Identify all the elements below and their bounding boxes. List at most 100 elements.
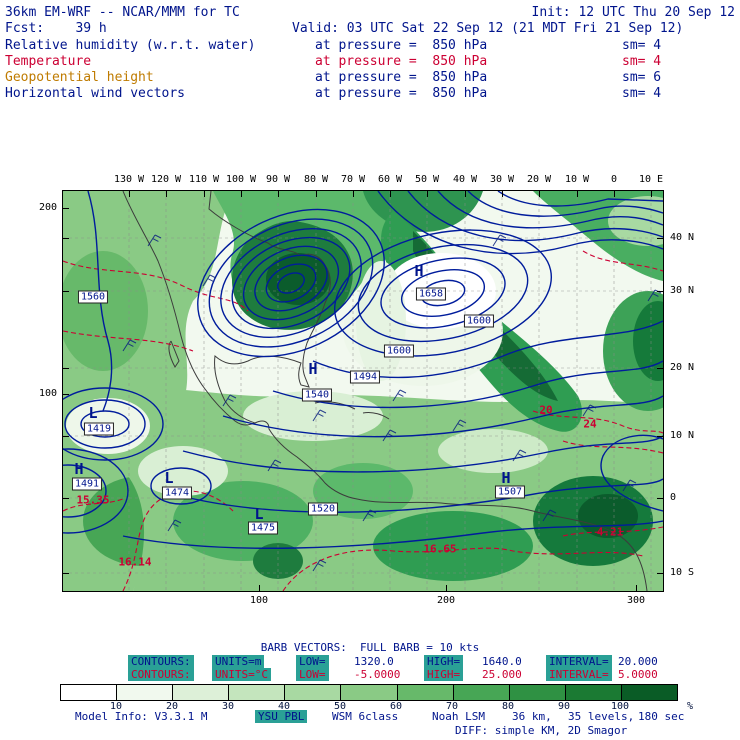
legend-item: 20.000 <box>618 655 658 668</box>
lon-tick-label: 100 W <box>225 174 257 185</box>
field-label: Relative humidity (w.r.t. water) <box>5 38 256 53</box>
map-label: L <box>88 404 98 422</box>
model-info-item: 35 levels, <box>568 710 635 723</box>
map-label: 4.21 <box>596 525 624 539</box>
lon-tick-label: 110 W <box>188 174 220 185</box>
tick-mark <box>278 191 279 197</box>
grid-x-label: 300 <box>626 595 646 606</box>
colorbar-tick-label: 50 <box>333 701 347 712</box>
tick-mark <box>657 436 663 437</box>
map-label-layer: H 1658 1600 1600 1494 H 1540 1560 L 1419 H 1491 15.3… <box>63 191 663 591</box>
legend-item: 1320.0 <box>354 655 394 668</box>
legend-item: 1640.0 <box>482 655 522 668</box>
lon-tick-label: 90 W <box>265 174 291 185</box>
map-label: 1560 <box>77 290 109 304</box>
map-label: 1600 <box>463 314 495 328</box>
tick-mark <box>63 436 69 437</box>
model-version: Model Info: V3.3.1 M <box>75 710 208 723</box>
field-pressure: at pressure = 850 hPa <box>315 38 488 53</box>
grid-x-label: 100 <box>249 595 269 606</box>
tick-mark <box>614 191 615 197</box>
page-title: 36km EM-WRF -- NCAR/MMM for TC <box>5 5 240 20</box>
lon-tick-label: 30 W <box>489 174 515 185</box>
tick-mark <box>166 191 167 197</box>
lon-tick-label: 70 W <box>340 174 366 185</box>
field-label: Horizontal wind vectors <box>5 86 186 101</box>
tick-mark <box>657 573 663 574</box>
map-label: 1658 <box>415 287 447 301</box>
tick-mark <box>577 191 578 197</box>
field-label: Geopotential height <box>5 70 154 85</box>
grid-y-label: 200 <box>38 202 57 213</box>
tick-mark <box>316 191 317 197</box>
map-label: H <box>308 360 318 378</box>
lat-tick-label: 40 N <box>670 232 695 243</box>
tick-mark <box>390 191 391 197</box>
map-label: 1474 <box>161 486 193 500</box>
colorbar-cell <box>565 685 622 700</box>
legend-item: -5.0000 <box>354 668 401 681</box>
map-label: 20 <box>539 403 553 417</box>
field-pressure: at pressure = 850 hPa <box>315 70 488 85</box>
lon-tick-label: 0 <box>610 174 618 185</box>
legend-item: CONTOURS: <box>128 668 194 681</box>
tick-mark <box>657 498 663 499</box>
field-pressure: at pressure = 850 hPa <box>315 54 488 69</box>
legend-item: HIGH= <box>424 655 464 668</box>
colorbar-cell <box>341 685 398 700</box>
field-pressure: at pressure = 850 hPa <box>315 86 488 101</box>
legend-item: HIGH= <box>424 668 464 681</box>
lon-tick-label: 80 W <box>303 174 329 185</box>
lon-tick-label: 130 W <box>113 174 145 185</box>
colorbar-cell <box>229 685 286 700</box>
map-label: 16.65 <box>423 542 457 556</box>
legend-item: CONTOURS: <box>128 655 194 668</box>
map-label: 1520 <box>307 502 339 516</box>
model-info-item: WSM 6class <box>332 710 399 723</box>
diffusion-info: DIFF: simple KM, 2D Smagor <box>455 724 628 737</box>
lat-tick-label: 10 S <box>670 567 695 578</box>
colorbar-tick-label: 100 <box>610 701 630 712</box>
map-label: H <box>414 262 424 280</box>
contour-legend-row: CONTOURS: UNITS=°C LOW= -5.0000 HIGH= 25.000 I… <box>0 668 740 681</box>
model-info-items: YSU PBL WSM 6class Noah LSM 36 km, 35 levels… <box>0 710 740 723</box>
colorbar-labels: 10 20 30 40 50 60 70 80 90 100% <box>60 701 720 713</box>
tick-mark <box>129 191 130 197</box>
legend-item: INTERVAL= <box>546 655 612 668</box>
colorbar-cell <box>509 685 566 700</box>
colorbar-cell <box>173 685 230 700</box>
field-smoothing: sm= 4 <box>622 86 662 101</box>
colorbar-cell <box>453 685 510 700</box>
lon-tick-label: 50 W <box>414 174 440 185</box>
map-label: 1600 <box>383 344 415 358</box>
tick-mark <box>657 291 663 292</box>
tick-mark <box>636 585 637 591</box>
colorbar-cell <box>285 685 342 700</box>
colorbar-cell <box>621 685 678 700</box>
legend-item: LOW= <box>296 655 329 668</box>
tick-mark <box>63 573 69 574</box>
tick-mark <box>657 238 663 239</box>
field-label: Temperature <box>5 54 92 69</box>
height-contour-layer <box>63 191 663 549</box>
contour-legend-row: CONTOURS: UNITS=m LOW= 1320.0 HIGH= 1640.0 INT… <box>0 655 740 668</box>
grid-y-label: 100 <box>38 388 57 399</box>
colorbar-cell <box>117 685 174 700</box>
lon-tick-label: 10 E <box>638 174 664 185</box>
tick-mark <box>63 394 69 395</box>
tick-mark <box>63 291 69 292</box>
tick-mark <box>259 585 260 591</box>
lon-tick-label: 20 W <box>526 174 552 185</box>
field-smoothing: sm= 6 <box>622 70 662 85</box>
legend-item: UNITS=°C <box>212 668 271 681</box>
colorbar <box>60 684 678 701</box>
lon-tick-label: 120 W <box>150 174 182 185</box>
colorbar-tick-label: 40 <box>277 701 291 712</box>
map-label: H <box>74 460 84 478</box>
map-label: 1540 <box>301 388 333 402</box>
colorbar-cell <box>61 685 118 700</box>
tick-mark <box>63 368 69 369</box>
temperature-contour-layer <box>63 250 663 591</box>
tick-mark <box>651 191 652 197</box>
field-smoothing: sm= 4 <box>622 38 662 53</box>
